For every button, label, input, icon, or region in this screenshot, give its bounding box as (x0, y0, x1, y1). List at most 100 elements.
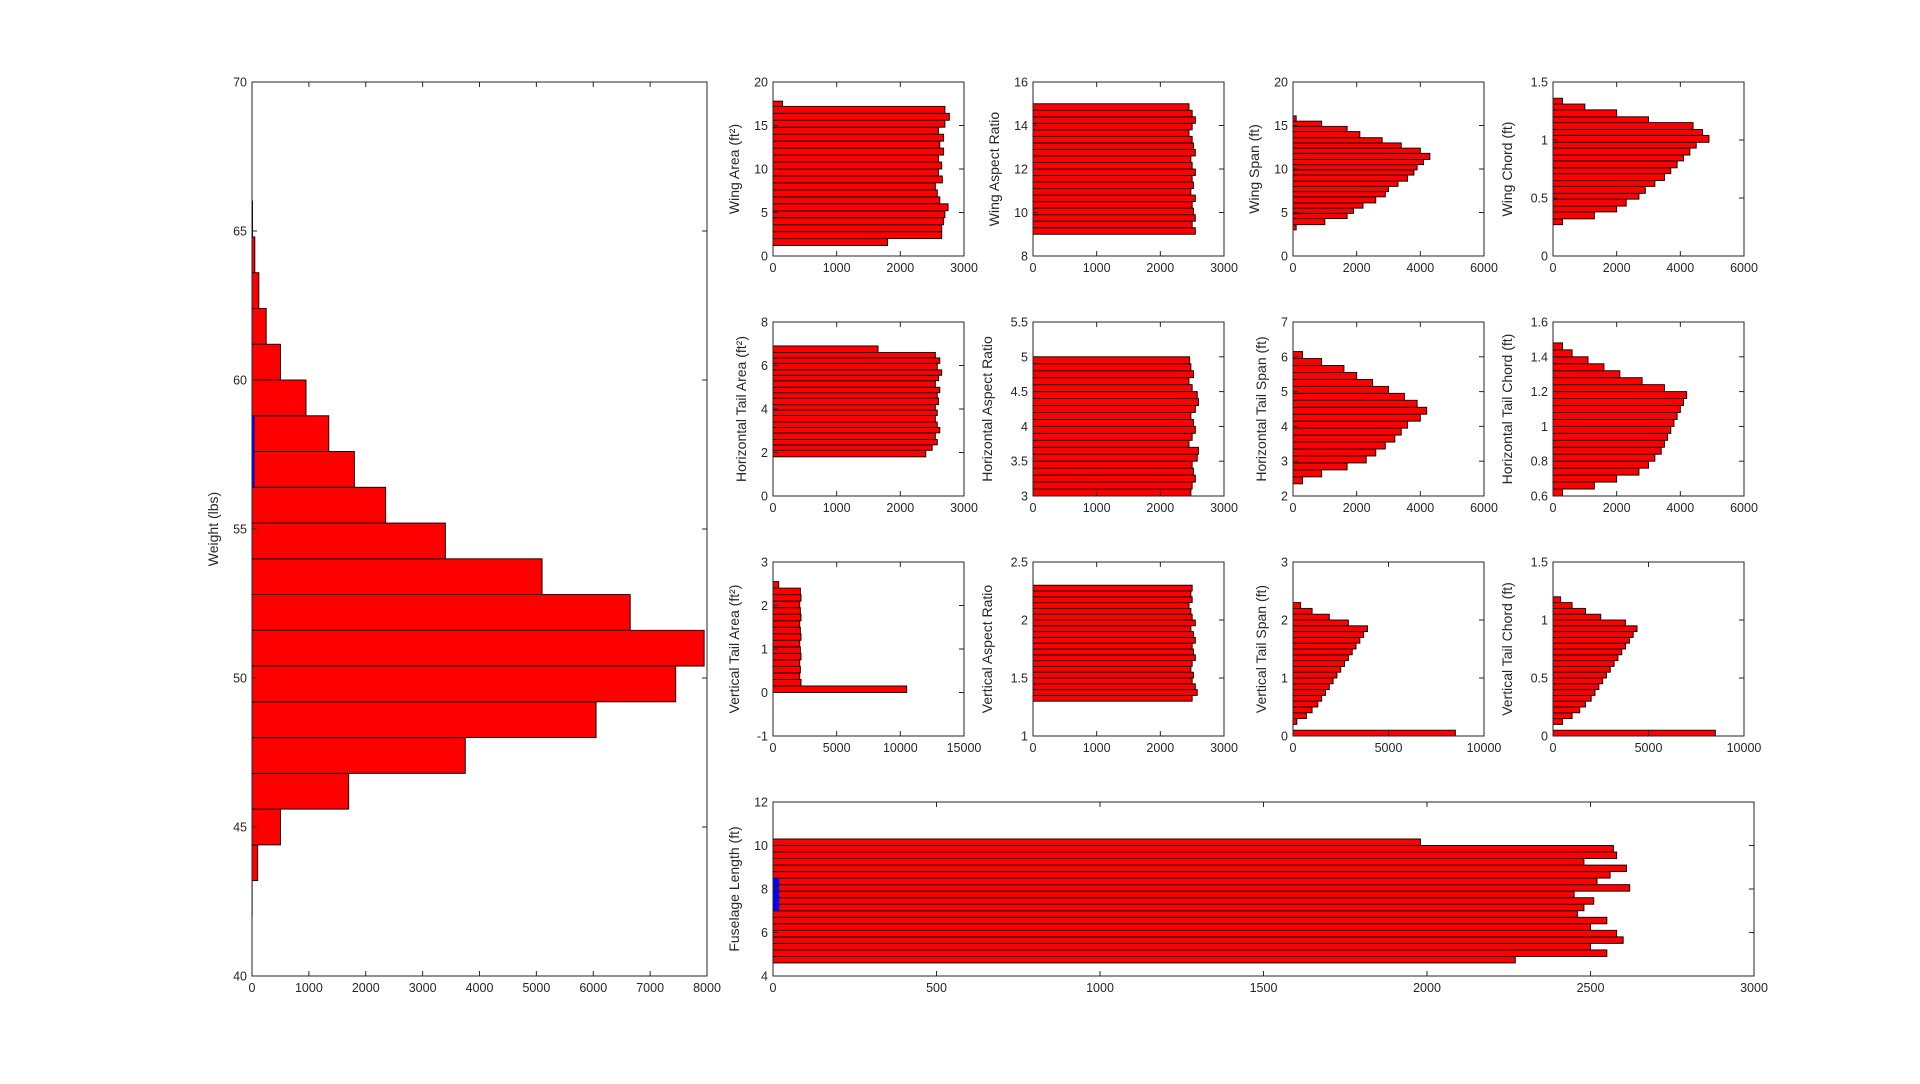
bar (772, 838, 1421, 846)
y-tick-label: 6 (1281, 350, 1288, 364)
bar (1552, 700, 1586, 708)
bar (1552, 198, 1627, 207)
x-tick-label: 2000 (1146, 501, 1174, 515)
bar (1292, 434, 1396, 443)
x-tick-label: 0 (1030, 501, 1037, 515)
bar (1552, 356, 1589, 365)
bar (772, 626, 801, 635)
bar (1032, 227, 1196, 235)
bar (772, 659, 801, 667)
bar (251, 629, 705, 667)
axes-box (1032, 561, 1225, 737)
y-tick-label: 3 (1281, 556, 1288, 570)
y-tick-label: 3.5 (1011, 455, 1028, 469)
bar (1292, 196, 1377, 204)
bar (1032, 607, 1192, 615)
y-tick-label: 10 (754, 839, 768, 853)
y-tick-label: 55 (233, 523, 247, 537)
y-tick-label: 7 (1281, 316, 1288, 330)
chart-panel-7: 0 2000 4000 6000 2 3 4 5 6 7 Horizontal Tail Span … (1253, 316, 1498, 516)
y-tick-label: 3 (1021, 490, 1028, 504)
bar (1292, 420, 1409, 429)
x-tick-label: 3000 (1740, 981, 1768, 995)
bar (1292, 392, 1405, 401)
bar (1032, 642, 1193, 650)
bar (772, 196, 941, 205)
bar (772, 100, 784, 107)
x-tick-label: 1500 (1250, 981, 1278, 995)
bar (1292, 137, 1383, 144)
bar (772, 168, 939, 177)
bar (1032, 412, 1192, 420)
y-tick-label: 0 (761, 250, 768, 264)
bar (1032, 207, 1194, 216)
bar (772, 871, 1611, 879)
bar (1032, 689, 1198, 696)
y-tick-label: 12 (754, 796, 768, 810)
bar (1292, 712, 1307, 720)
bar (1292, 462, 1348, 471)
bar (1032, 432, 1193, 441)
bar (772, 679, 802, 687)
bar (1032, 613, 1193, 621)
bar (772, 210, 946, 219)
y-tick-label: -1 (757, 730, 768, 744)
bar (1292, 619, 1349, 627)
bar (1552, 160, 1678, 169)
bar (1552, 141, 1697, 149)
bar (1292, 142, 1402, 149)
bar (772, 352, 936, 359)
bar (772, 439, 938, 446)
bar (772, 594, 802, 602)
axes-box (1032, 321, 1225, 497)
axes-box (1552, 81, 1745, 257)
bar (1032, 602, 1190, 609)
bar (1292, 180, 1399, 187)
bar (1292, 351, 1304, 359)
bar (772, 404, 936, 411)
x-tick-label: 6000 (579, 981, 607, 995)
bar (1292, 648, 1353, 656)
chart-panel-8: 0 2000 4000 6000 0.6 0.8 1 1.2 1.4 1.6 Horizontal … (1499, 316, 1758, 516)
bar (1292, 191, 1386, 198)
bar (1032, 109, 1193, 118)
bar (1032, 356, 1191, 365)
bar (772, 897, 1595, 905)
y-tick-label: 1.5 (1531, 556, 1548, 570)
bar (1292, 654, 1349, 662)
x-tick-label: 0 (249, 981, 256, 995)
y-axis-label: Wing Chord (ft) (1499, 122, 1515, 217)
bar (1552, 636, 1630, 644)
bar (1552, 729, 1716, 737)
bar (1032, 391, 1198, 400)
bar (1292, 378, 1374, 387)
chart-panel-6: 0 1000 2000 3000 3 3.5 4 4.5 5 5.5 Horizontal Aspe… (979, 316, 1238, 516)
bar (1292, 131, 1361, 139)
y-tick-label: 5 (1281, 385, 1288, 399)
x-tick-label: 5000 (823, 741, 851, 755)
y-tick-label: 3 (761, 556, 768, 570)
chart-panel-10: 0 1000 2000 3000 1 1.5 2 2.5 Vertical Aspect Rat… (979, 556, 1238, 756)
bar (1032, 188, 1192, 196)
bar (1032, 660, 1193, 667)
bar (1552, 683, 1600, 691)
bar (772, 112, 950, 121)
x-tick-label: 6000 (1470, 501, 1498, 515)
bar (772, 607, 801, 615)
bar (1552, 122, 1694, 131)
x-tick-label: 2000 (1603, 501, 1631, 515)
bar (1552, 97, 1564, 105)
bar (1292, 602, 1302, 609)
bar (772, 380, 936, 388)
y-axis-label: Vertical Tail Area (ft²) (726, 585, 742, 714)
bar (1032, 671, 1194, 679)
y-axis-label: Horizontal Aspect Ratio (979, 336, 995, 482)
bar (251, 379, 307, 417)
bar (1552, 398, 1684, 406)
bar (1552, 607, 1586, 615)
bar (1552, 642, 1627, 650)
bar (772, 929, 1618, 938)
x-tick-label: 3000 (950, 261, 978, 275)
bar (1032, 148, 1196, 157)
bar (1552, 625, 1638, 633)
